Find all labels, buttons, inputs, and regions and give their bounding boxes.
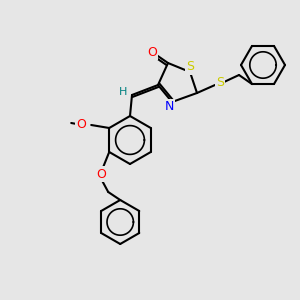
Text: O: O: [76, 118, 86, 131]
Text: O: O: [96, 167, 106, 181]
Text: S: S: [216, 76, 224, 89]
Text: O: O: [147, 46, 157, 59]
Text: N: N: [164, 100, 174, 113]
Text: S: S: [186, 61, 194, 74]
Text: H: H: [119, 87, 127, 97]
